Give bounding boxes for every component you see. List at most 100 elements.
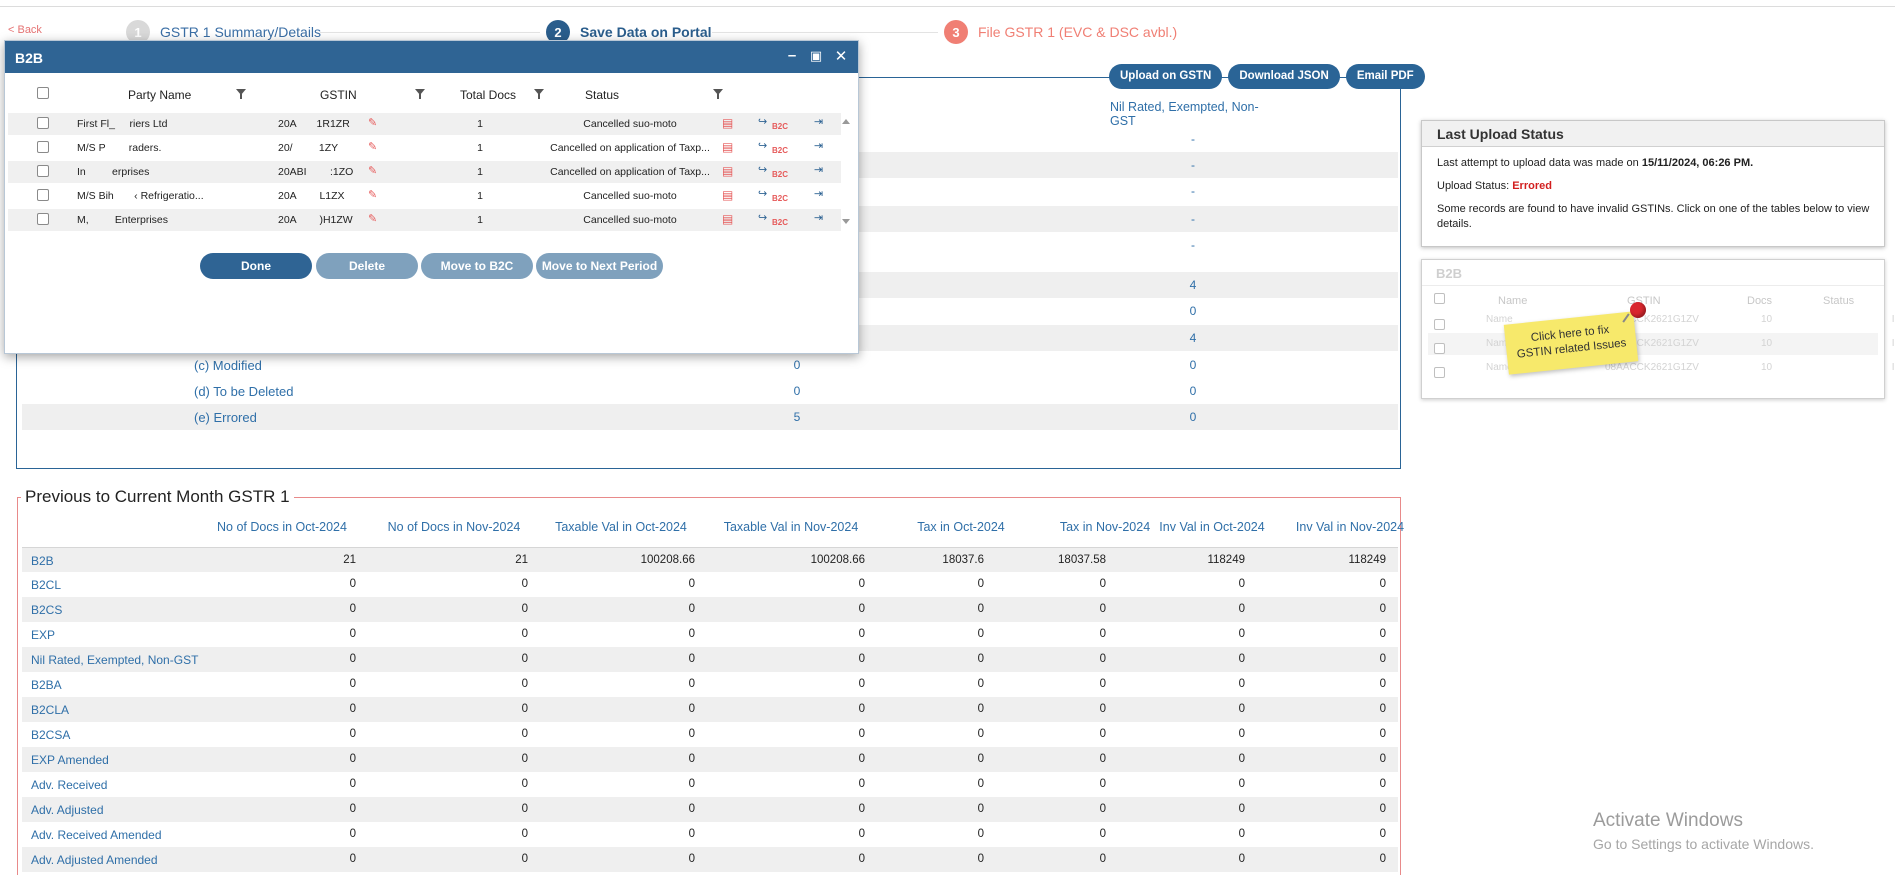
next-period-icon[interactable]: ⇥ bbox=[814, 212, 824, 224]
move-to-next-period-button[interactable]: Move to Next Period bbox=[536, 253, 663, 279]
b2c-tag[interactable]: B2C bbox=[772, 122, 789, 131]
row-checkbox[interactable] bbox=[37, 165, 49, 177]
next-period-icon[interactable]: ⇥ bbox=[814, 140, 824, 152]
b2c-tag[interactable]: B2C bbox=[772, 146, 789, 155]
move-icon[interactable]: ↪ bbox=[758, 116, 768, 128]
select-all-checkbox[interactable] bbox=[37, 87, 49, 99]
row-checkbox[interactable] bbox=[37, 189, 49, 201]
summary-label[interactable]: (d) To be Deleted bbox=[194, 384, 294, 399]
row-label[interactable]: B2CLA bbox=[31, 703, 70, 717]
edit-icon[interactable]: ✎ bbox=[368, 141, 378, 153]
edit-icon[interactable]: ✎ bbox=[368, 165, 378, 177]
summary-value[interactable]: 5 bbox=[793, 410, 801, 424]
summary-value[interactable]: - bbox=[1191, 238, 1195, 252]
summary-value[interactable]: 0 bbox=[1189, 304, 1197, 318]
next-period-icon[interactable]: ⇥ bbox=[814, 116, 824, 128]
scroll-down-icon[interactable] bbox=[842, 219, 850, 224]
summary-value[interactable]: - bbox=[1191, 184, 1195, 198]
row-label[interactable]: Adv. Received bbox=[31, 778, 108, 792]
delete-icon[interactable]: ▤ bbox=[722, 212, 734, 226]
summary-label[interactable]: (c) Modified bbox=[194, 358, 262, 373]
done-button[interactable]: Done bbox=[200, 253, 312, 279]
row-label[interactable]: B2CSA bbox=[31, 728, 71, 742]
delete-icon[interactable]: ▤ bbox=[722, 164, 734, 178]
step-save[interactable]: 2 Save Data on Portal bbox=[546, 20, 712, 44]
delete-icon[interactable]: ▤ bbox=[722, 188, 734, 202]
step-file[interactable]: 3 File GSTR 1 (EVC & DSC avbl.) bbox=[944, 20, 1177, 44]
maximize-icon[interactable]: ▣ bbox=[809, 48, 823, 63]
minimize-icon[interactable]: – bbox=[787, 47, 797, 64]
status-cell: Cancelled on application of Taxp... bbox=[550, 142, 710, 154]
summary-row-errored: (e) Errored 5 0 bbox=[22, 404, 1398, 430]
column-header-docs[interactable]: Total Docs bbox=[460, 88, 517, 102]
download-json-button[interactable]: Download JSON bbox=[1228, 64, 1340, 89]
row-label[interactable]: EXP bbox=[31, 628, 56, 642]
summary-value[interactable]: - bbox=[1191, 212, 1195, 226]
move-icon[interactable]: ↪ bbox=[758, 188, 768, 200]
move-icon[interactable]: ↪ bbox=[758, 164, 768, 176]
b2c-tag[interactable]: B2C bbox=[772, 170, 789, 179]
move-to-b2c-button[interactable]: Move to B2C bbox=[421, 253, 533, 279]
row-checkbox[interactable] bbox=[37, 141, 49, 153]
table-row[interactable]: First Fl_ riers Ltd 20A 1R1ZR 1 Cancelled s… bbox=[8, 113, 841, 135]
next-period-icon[interactable]: ⇥ bbox=[814, 164, 824, 176]
table-cell: 118249 bbox=[1207, 554, 1245, 566]
row-checkbox[interactable] bbox=[37, 213, 49, 225]
step-summary[interactable]: 1 GSTR 1 Summary/Details bbox=[126, 20, 321, 44]
summary-value[interactable]: 4 bbox=[1189, 331, 1197, 345]
summary-row: 0 bbox=[22, 298, 1398, 324]
delete-icon[interactable]: ▤ bbox=[722, 140, 734, 154]
row-label[interactable]: Adv. Adjusted bbox=[31, 803, 104, 817]
filter-icon[interactable] bbox=[236, 89, 246, 99]
table-cell: 0 bbox=[858, 678, 865, 690]
next-period-icon[interactable]: ⇥ bbox=[814, 188, 824, 200]
table-cell: 0 bbox=[977, 703, 984, 715]
email-pdf-button[interactable]: Email PDF bbox=[1345, 64, 1425, 89]
delete-button[interactable]: Delete bbox=[316, 253, 418, 279]
edit-icon[interactable]: ✎ bbox=[368, 189, 378, 201]
column-header-party[interactable]: Party Name bbox=[128, 88, 192, 102]
summary-value[interactable]: 4 bbox=[1189, 278, 1197, 292]
column-header-status[interactable]: Status bbox=[585, 88, 620, 102]
table-row[interactable]: M, Enterprises 20A )H1ZW 1 Cancelled suo-mo… bbox=[8, 209, 841, 231]
filter-icon[interactable] bbox=[415, 89, 425, 99]
edit-icon[interactable]: ✎ bbox=[368, 213, 378, 225]
summary-value[interactable]: 0 bbox=[793, 358, 801, 372]
summary-value[interactable]: - bbox=[1191, 132, 1195, 146]
filter-icon[interactable] bbox=[713, 89, 723, 99]
summary-value[interactable]: 0 bbox=[793, 384, 801, 398]
table-row[interactable]: In erprises 20ABI :1ZO 1 Cancelled on appli… bbox=[8, 161, 841, 183]
row-checkbox[interactable] bbox=[37, 117, 49, 129]
row-label[interactable]: B2BA bbox=[31, 678, 62, 692]
delete-icon[interactable]: ▤ bbox=[722, 116, 734, 130]
b2c-tag[interactable]: B2C bbox=[772, 218, 789, 227]
table-row[interactable]: M/S P raders. 20/ 1ZY 1 Cancelled on applic… bbox=[8, 137, 841, 159]
move-icon[interactable]: ↪ bbox=[758, 140, 768, 152]
b2b-preview-card[interactable]: B2B Name GSTIN Docs Status Name 08AACCK26… bbox=[1421, 259, 1895, 399]
scroll-up-icon[interactable] bbox=[842, 119, 850, 124]
dialog-titlebar[interactable]: B2B – ▣ ✕ bbox=[5, 41, 858, 73]
row-label[interactable]: Adv. Received Amended bbox=[31, 828, 162, 842]
row-label[interactable]: B2CS bbox=[31, 603, 63, 617]
row-label[interactable]: B2CL bbox=[31, 578, 62, 592]
row-label[interactable]: Adv. Adjusted Amended bbox=[31, 853, 158, 867]
table-cell: 118249 bbox=[1348, 554, 1386, 566]
row-label[interactable]: B2B bbox=[31, 554, 54, 568]
summary-value[interactable]: - bbox=[1191, 158, 1195, 172]
upload-gstn-button[interactable]: Upload on GSTN bbox=[1109, 64, 1223, 89]
summary-value[interactable]: 0 bbox=[1189, 410, 1197, 424]
column-header-gstin[interactable]: GSTIN bbox=[320, 88, 357, 102]
row-label[interactable]: EXP Amended bbox=[31, 753, 109, 767]
summary-value[interactable]: 0 bbox=[1189, 384, 1197, 398]
table-row[interactable]: M/S Bih ‹ Refrigeratio... 20A L1ZX 1 Cancel… bbox=[8, 185, 841, 207]
back-link[interactable]: < Back bbox=[8, 24, 42, 36]
step-label: File GSTR 1 (EVC & DSC avbl.) bbox=[978, 24, 1178, 40]
edit-icon[interactable]: ✎ bbox=[368, 117, 378, 129]
close-icon[interactable]: ✕ bbox=[834, 48, 848, 65]
summary-value[interactable]: 0 bbox=[1189, 358, 1197, 372]
move-icon[interactable]: ↪ bbox=[758, 212, 768, 224]
row-label[interactable]: Nil Rated, Exempted, Non-GST bbox=[31, 653, 199, 667]
filter-icon[interactable] bbox=[534, 89, 544, 99]
summary-label[interactable]: (e) Errored bbox=[194, 410, 257, 425]
b2c-tag[interactable]: B2C bbox=[772, 194, 789, 203]
